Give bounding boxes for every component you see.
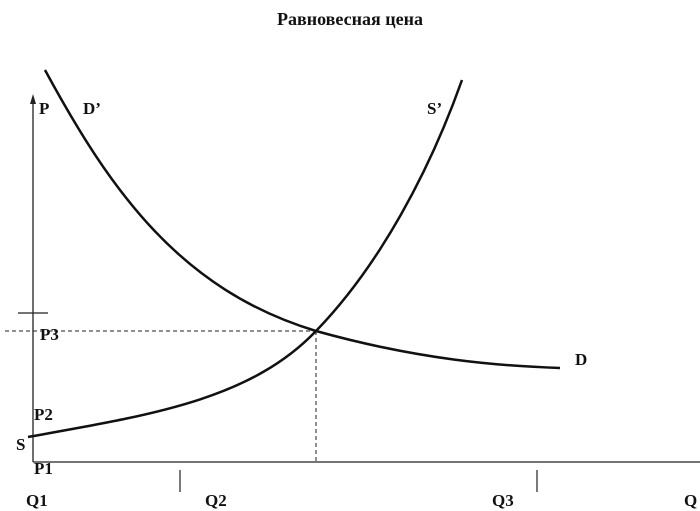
label: S’ bbox=[427, 99, 442, 118]
label: P bbox=[39, 99, 49, 118]
demand-curve bbox=[43, 69, 561, 370]
label: Q bbox=[684, 491, 697, 510]
label: Q2 bbox=[205, 491, 227, 510]
y-axis-arrow bbox=[30, 94, 36, 104]
label: S bbox=[16, 435, 25, 454]
label: Q3 bbox=[492, 491, 514, 510]
label: Q1 bbox=[26, 491, 48, 510]
label: D’ bbox=[83, 99, 101, 118]
supply-curve bbox=[27, 79, 464, 439]
label: P2 bbox=[34, 405, 53, 424]
label: D bbox=[575, 350, 587, 369]
title: Равновесная цена bbox=[277, 9, 423, 29]
label: P3 bbox=[40, 325, 59, 344]
label: P1 bbox=[34, 459, 53, 478]
